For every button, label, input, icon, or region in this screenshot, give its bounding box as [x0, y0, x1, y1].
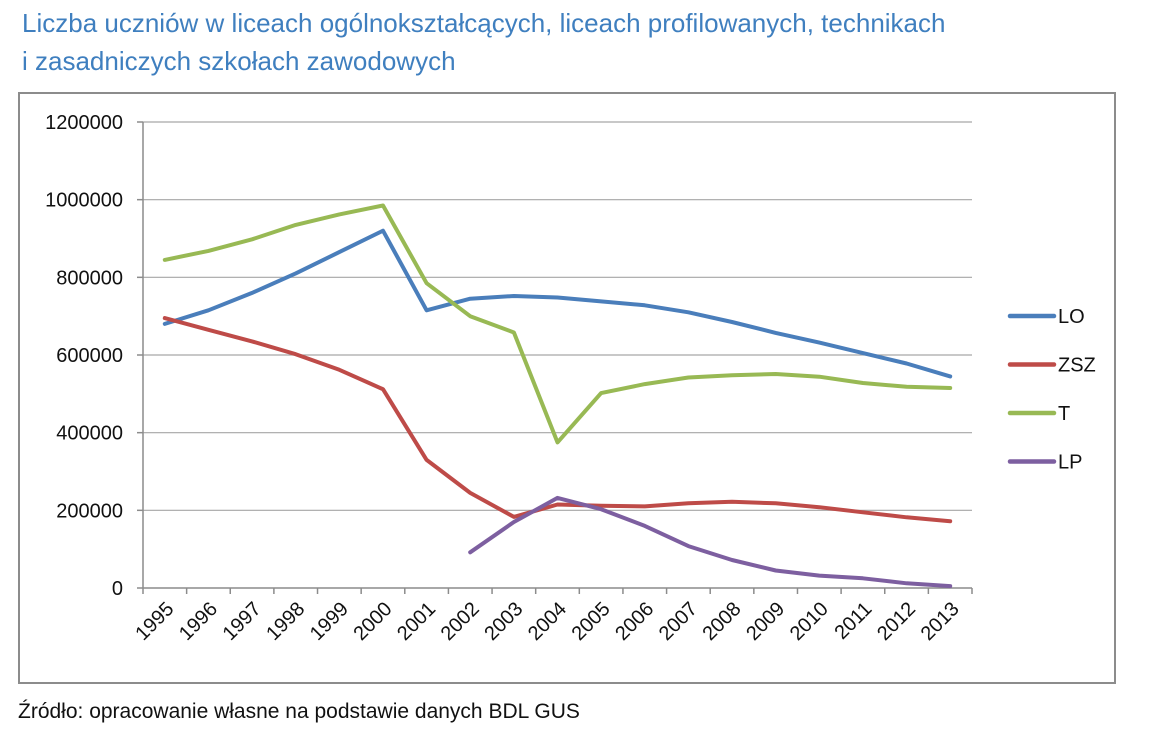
y-tick-label: 800000: [56, 267, 123, 289]
legend-label-lo: LO: [1058, 306, 1085, 328]
y-tick-label: 1200000: [45, 112, 123, 134]
x-tick-label: 2002: [437, 598, 484, 645]
x-axis-tick-labels: 1995199619971998199920002001200220032004…: [131, 598, 963, 645]
x-tick-label: 1996: [175, 598, 222, 645]
x-tick-label: 2006: [611, 598, 658, 645]
x-tick-label: 2010: [786, 598, 833, 645]
x-tick-label: 2011: [830, 598, 876, 644]
x-tick-label: 2012: [873, 598, 920, 645]
x-tick-label: 2009: [742, 598, 789, 645]
legend: LO ZSZ T LP: [1007, 306, 1096, 474]
y-tick-label: 1000000: [45, 190, 123, 212]
y-axis-tick-labels: 0 200000 400000 600000 800000 1000000 1200000: [45, 112, 123, 600]
series-line-lp: [468, 495, 953, 589]
source-note: Źródło: opracowanie własne na podstawie …: [18, 700, 580, 723]
x-tick-label: 2007: [655, 598, 702, 645]
x-tick-label: 2005: [568, 598, 615, 645]
x-tick-label: 2003: [480, 598, 527, 645]
gridlines: [143, 121, 972, 511]
axes: [137, 121, 973, 594]
series-line-lo: [162, 228, 953, 379]
chart-title-line-1: Liczba uczniów w liceach ogólnokształcąc…: [22, 8, 946, 38]
x-tick-label: 1995: [131, 598, 178, 645]
x-tick-label: 1997: [219, 598, 266, 645]
x-tick-label: 2008: [699, 598, 746, 645]
x-tick-label: 1999: [306, 598, 353, 645]
y-tick-label: 200000: [56, 500, 123, 522]
series-line-t: [162, 203, 953, 445]
y-tick-label: 600000: [56, 345, 123, 367]
x-tick-label: 1998: [262, 598, 309, 645]
legend-label-zsz: ZSZ: [1058, 355, 1096, 377]
series-lines: [162, 203, 953, 589]
x-tick-label: 2000: [349, 598, 396, 645]
y-tick-label: 0: [112, 578, 123, 600]
legend-label-lp: LP: [1058, 452, 1082, 474]
x-tick-label: 2013: [917, 598, 964, 645]
chart-title-line-2: i zasadniczych szkołach zawodowych: [22, 46, 456, 76]
chart-title: Liczba uczniów w liceach ogólnokształcąc…: [22, 4, 1142, 80]
legend-label-t: T: [1058, 403, 1070, 425]
x-tick-label: 2001: [393, 598, 440, 645]
series-line-zsz: [162, 316, 953, 524]
x-tick-label: 2004: [524, 598, 571, 645]
y-tick-label: 400000: [56, 423, 123, 445]
